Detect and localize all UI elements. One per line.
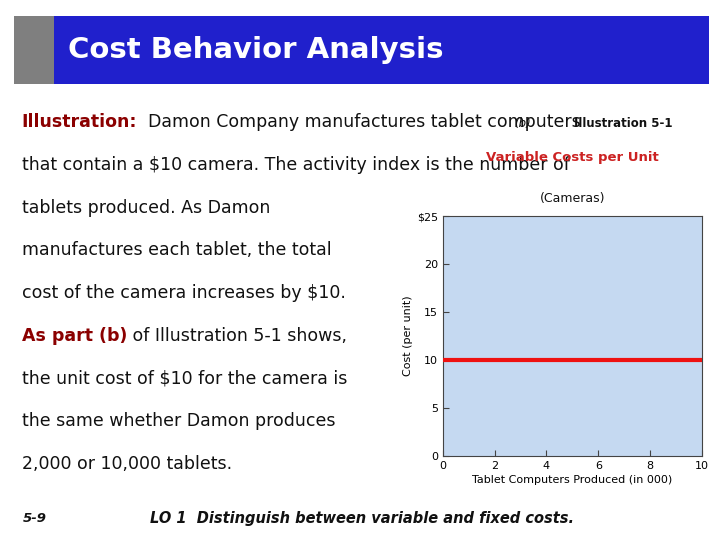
- Text: the same whether Damon produces: the same whether Damon produces: [22, 413, 335, 430]
- Text: manufactures each tablet, the total: manufactures each tablet, the total: [22, 241, 331, 259]
- Text: Damon Company manufactures tablet computers: Damon Company manufactures tablet comput…: [137, 113, 581, 131]
- Text: Illustration 5-1: Illustration 5-1: [574, 117, 672, 130]
- Y-axis label: Cost (per unit): Cost (per unit): [402, 296, 413, 376]
- Text: cost of the camera increases by $10.: cost of the camera increases by $10.: [22, 284, 346, 302]
- X-axis label: Tablet Computers Produced (in 000): Tablet Computers Produced (in 000): [472, 475, 672, 485]
- Text: Cost Behavior Analysis: Cost Behavior Analysis: [68, 36, 444, 64]
- Text: 5-9: 5-9: [23, 512, 47, 525]
- Text: As part (b): As part (b): [22, 327, 127, 345]
- Text: Illustration:: Illustration:: [22, 113, 137, 131]
- Text: 2,000 or 10,000 tablets.: 2,000 or 10,000 tablets.: [22, 455, 232, 473]
- Text: (Cameras): (Cameras): [540, 192, 606, 205]
- Text: the unit cost of $10 for the camera is: the unit cost of $10 for the camera is: [22, 370, 347, 388]
- Text: tablets produced. As Damon: tablets produced. As Damon: [22, 199, 270, 217]
- Text: (b): (b): [514, 117, 531, 130]
- Text: Variable Costs per Unit: Variable Costs per Unit: [487, 151, 659, 164]
- Text: that contain a $10 camera. The activity index is the number of: that contain a $10 camera. The activity …: [22, 156, 570, 174]
- Text: LO 1  Distinguish between variable and fixed costs.: LO 1 Distinguish between variable and fi…: [150, 511, 574, 526]
- Text: of Illustration 5-1 shows,: of Illustration 5-1 shows,: [127, 327, 347, 345]
